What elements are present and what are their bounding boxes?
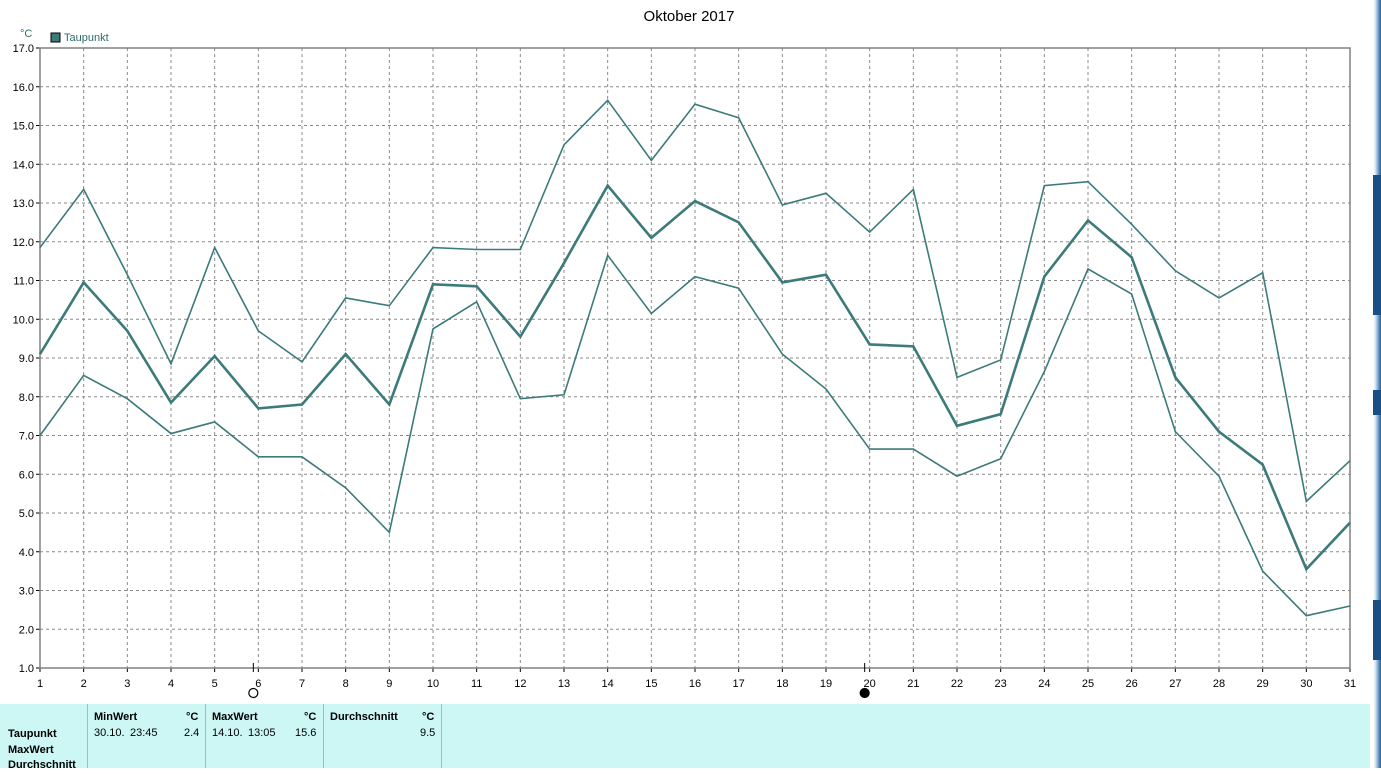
y-tick-label: 10.0: [13, 314, 34, 326]
x-tick-label: 12: [514, 678, 526, 690]
new-moon-icon: [859, 687, 870, 699]
x-tick-label: 4: [168, 678, 174, 690]
x-tick-label: 26: [1126, 678, 1138, 690]
legend-swatch: [50, 32, 61, 43]
x-tick-label: 8: [343, 678, 349, 690]
x-tick-label: 22: [951, 678, 963, 690]
y-tick-label: 13.0: [13, 198, 34, 210]
y-tick-label: 3.0: [19, 586, 34, 598]
x-tick-label: 23: [995, 678, 1007, 690]
window-edge: [1370, 0, 1381, 768]
x-tick-label: 2: [81, 678, 87, 690]
min-value: 2.4: [184, 727, 200, 739]
stats-divider: [441, 704, 442, 768]
max-header: MaxWert: [212, 711, 258, 723]
x-tick-label: 14: [602, 678, 614, 690]
row-label-durchschnitt: Durchschnitt: [8, 759, 76, 771]
x-tick-label: 3: [124, 678, 130, 690]
series-line-min: [39, 253, 1351, 617]
min-date: 30.10.: [94, 727, 125, 739]
stats-min-column: MinWert °C 30.10. 23:45 2.4: [87, 704, 205, 768]
plot-frame: [39, 47, 1351, 669]
x-tick-label: 11: [471, 678, 482, 690]
y-tick-label: 2.0: [19, 624, 34, 636]
y-tick-label: 12.0: [13, 237, 34, 249]
moon-markers: [248, 663, 870, 699]
x-tick-label: 30: [1300, 678, 1312, 690]
legend: Taupunkt: [50, 32, 109, 44]
x-tick-label: 20: [864, 678, 876, 690]
x-tick-label: 29: [1257, 678, 1269, 690]
x-tick-label: 24: [1038, 678, 1050, 690]
stats-max-column: MaxWert °C 14.10. 13:05 15.6: [205, 704, 323, 768]
series: [38, 99, 1351, 617]
x-tick-label: 18: [776, 678, 788, 690]
y-tick-label: 4.0: [19, 547, 34, 559]
x-tick-label: 15: [645, 678, 657, 690]
grid: [40, 48, 1350, 668]
stats-avg-column: Durchschnitt °C 9.5: [323, 704, 441, 768]
x-axis: 1 2 3 4 5 6 7 8 9 10 11 12 13 14 15 16 17 18 19 20 21 22 23 24 2…: [37, 668, 1356, 690]
y-tick-label: 14.0: [13, 159, 34, 171]
stats-panel: Taupunkt MaxWert Durchschnitt MinWert °C…: [0, 704, 1370, 771]
min-unit: °C: [186, 711, 199, 723]
x-tick-label: 13: [558, 678, 570, 690]
y-unit-label: °C: [20, 28, 32, 40]
y-tick-label: 9.0: [19, 353, 34, 365]
y-tick-label: 7.0: [19, 431, 34, 443]
x-tick-label: 9: [386, 678, 392, 690]
y-tick-label: 15.0: [13, 121, 34, 133]
x-tick-label: 27: [1169, 678, 1181, 690]
x-tick-label: 16: [689, 678, 701, 690]
max-time: 13:05: [248, 727, 276, 739]
chart-title: Oktober 2017: [644, 8, 735, 25]
x-tick-label: 5: [212, 678, 218, 690]
series-line-avg: [38, 183, 1351, 572]
y-tick-label: 1.0: [19, 663, 34, 675]
y-tick-label: 5.0: [19, 508, 34, 520]
x-tick-label: 17: [733, 678, 745, 690]
max-value: 15.6: [295, 727, 317, 739]
y-tick-label: 6.0: [19, 469, 34, 481]
max-date: 14.10.: [212, 727, 243, 739]
legend-label: Taupunkt: [64, 32, 109, 44]
series-line-max: [39, 99, 1351, 503]
y-tick-label: 17.0: [13, 43, 34, 55]
y-axis: 1.0 2.0 3.0 4.0 5.0 6.0 7.0 8.0 9.0 10.0 11.0 12.0 1…: [13, 43, 40, 675]
x-tick-label: 25: [1082, 678, 1094, 690]
dewpoint-chart: Oktober 2017 °C Taupunkt 1.0 2.0 3.0 4.0 5.0…: [13, 8, 1356, 699]
full-moon-icon: [248, 687, 259, 699]
min-time: 23:45: [130, 727, 158, 739]
y-tick-label: 16.0: [13, 82, 34, 94]
row-label-maxwert: MaxWert: [8, 743, 54, 756]
avg-value: 9.5: [420, 727, 436, 739]
x-tick-label: 28: [1213, 678, 1225, 690]
x-tick-label: 6: [255, 678, 261, 690]
x-tick-label: 10: [427, 678, 439, 690]
x-tick-label: 1: [37, 678, 43, 690]
x-tick-label: 31: [1344, 678, 1356, 690]
avg-header: Durchschnitt: [330, 711, 398, 723]
x-tick-label: 7: [299, 678, 305, 690]
y-tick-label: 11.0: [13, 276, 34, 288]
y-tick-label: 8.0: [19, 392, 34, 404]
avg-unit: °C: [422, 711, 435, 723]
x-tick-label: 19: [820, 678, 832, 690]
min-header: MinWert: [94, 711, 138, 723]
stats-row-labels: Taupunkt MaxWert Durchschnitt: [8, 727, 76, 774]
row-label-taupunkt: Taupunkt: [8, 728, 57, 740]
max-unit: °C: [304, 711, 317, 723]
x-tick-label: 21: [907, 678, 919, 690]
